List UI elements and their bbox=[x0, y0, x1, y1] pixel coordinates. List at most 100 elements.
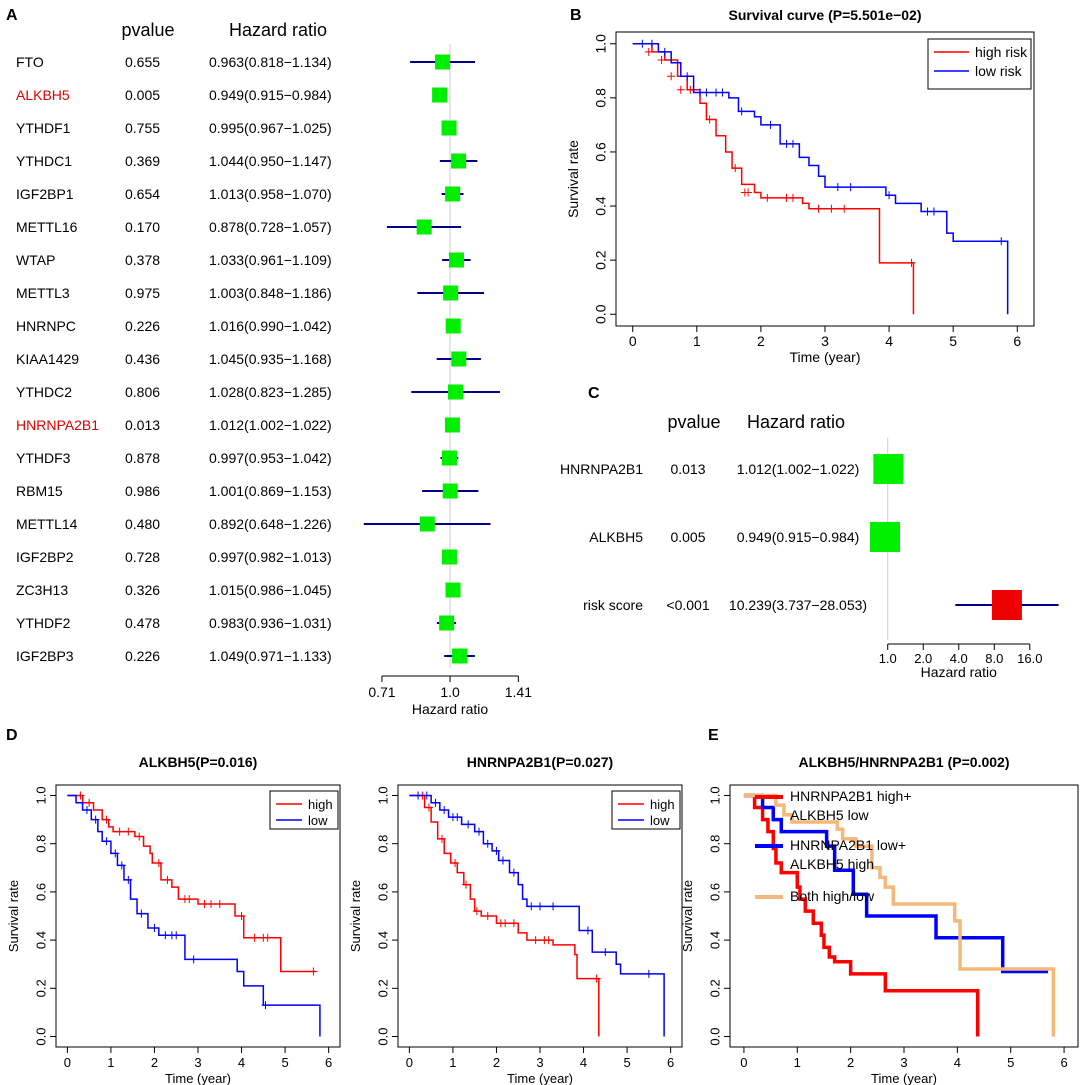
panel-a-hr-box bbox=[416, 219, 432, 235]
panel-a-pvalue: 0.378 bbox=[125, 252, 160, 268]
chart-d1-x-axis-title: Time (year) bbox=[165, 1071, 231, 1085]
chart-d1-censor-mark bbox=[76, 791, 85, 800]
panel-a-hr-text: 1.003(0.848−1.186) bbox=[209, 285, 332, 301]
panel-a-hr-box bbox=[441, 549, 457, 565]
chart-d2-x-tick-label: 1 bbox=[449, 1055, 456, 1070]
panel-c-letter: C bbox=[588, 385, 600, 402]
chart-d2-x-axis-title: Time (year) bbox=[507, 1071, 573, 1085]
panel-a-hr-box bbox=[439, 615, 455, 631]
chart-b-y-axis-title: Survival rate bbox=[565, 140, 581, 218]
panel-a-pvalue: 0.005 bbox=[125, 87, 160, 103]
panel-a-gene-label: WTAP bbox=[16, 252, 55, 268]
chart-e-x-tick-label: 6 bbox=[1060, 1055, 1067, 1070]
chart-d1-censor-mark bbox=[91, 815, 100, 824]
chart-d1-y-tick-label: 0.4 bbox=[33, 931, 48, 949]
panel-e-letter: E bbox=[708, 727, 719, 744]
chart-d2-censor-mark bbox=[464, 820, 473, 829]
chart-d1-y-axis-title: Survival rate bbox=[6, 880, 21, 952]
chart-d1-series-line bbox=[67, 794, 321, 1037]
chart-b-censor-mark bbox=[705, 115, 714, 124]
chart-b-censor-mark bbox=[763, 193, 772, 202]
panel-a-hr-text: 0.983(0.936−1.031) bbox=[209, 615, 332, 631]
chart-d2-legend-label: low bbox=[650, 813, 670, 828]
panel-a-gene-label: YTHDC2 bbox=[16, 384, 72, 400]
chart-b-series-line bbox=[632, 43, 915, 315]
chart-d2-censor-mark bbox=[431, 798, 440, 807]
chart-b-legend-label: high risk bbox=[975, 44, 1028, 60]
panel-a-hr-text: 1.012(1.002−1.022) bbox=[209, 417, 332, 433]
panel-a-hr-text: 1.028(0.823−1.285) bbox=[209, 384, 332, 400]
panel-a-hr-box bbox=[443, 285, 459, 301]
panel-a-hr-text: 1.033(0.961−1.109) bbox=[209, 252, 332, 268]
panel-a-hr-text: 1.044(0.950−1.147) bbox=[209, 153, 332, 169]
chart-d1-censor-mark bbox=[137, 909, 146, 918]
panel-a-hr-box bbox=[445, 186, 461, 202]
panel-a-hr-text: 1.015(0.986−1.045) bbox=[209, 582, 332, 598]
panel-a-gene-label: METTL14 bbox=[16, 516, 78, 532]
chart-d1-x-tick-label: 5 bbox=[281, 1055, 288, 1070]
chart-b-x-tick-label: 2 bbox=[757, 333, 765, 349]
panel-a-pvalue: 0.436 bbox=[125, 351, 160, 367]
panel-a-gene-label: METTL3 bbox=[16, 285, 70, 301]
chart-d2-x-tick-label: 6 bbox=[667, 1055, 674, 1070]
chart-e-legend-label-line: ALKBH5 low bbox=[790, 807, 869, 823]
chart-e-y-tick-label: 0.8 bbox=[707, 835, 722, 853]
panel-a-pvalue: 0.728 bbox=[125, 549, 160, 565]
panel-a-hr-box bbox=[444, 417, 460, 433]
chart-b-censor-mark bbox=[676, 85, 685, 94]
chart-e-title: ALKBH5/HNRNPA2B1 (P=0.002) bbox=[799, 754, 1010, 770]
chart-b-x-axis-title: Time (year) bbox=[789, 349, 860, 365]
chart-e-y-tick-label: 0.2 bbox=[707, 979, 722, 997]
chart-e-legend-label-line: HNRNPA2B1 high+ bbox=[790, 788, 912, 804]
chart-e-y-tick-label: 1.0 bbox=[707, 786, 722, 804]
panel-a-pvalue: 0.654 bbox=[125, 186, 160, 202]
chart-d2-x-tick-label: 4 bbox=[580, 1055, 587, 1070]
chart-d1-title: ALKBH5(P=0.016) bbox=[139, 754, 258, 770]
chart-d1-censor-mark bbox=[309, 967, 318, 976]
chart-d2-censor-mark bbox=[492, 846, 501, 855]
chart-e-x-tick-label: 1 bbox=[794, 1055, 801, 1070]
panel-a-pvalue: 0.986 bbox=[125, 483, 160, 499]
panel-b-survival-curve: B Survival curve (P=5.501e−02) 0 1 2 3 4 5 6 0.0… bbox=[565, 7, 1035, 365]
chart-e-y-axis-title: Survival rate bbox=[680, 880, 695, 952]
chart-d2-censor-mark bbox=[451, 858, 460, 867]
chart-e-legend-label-line: Both high/low bbox=[790, 888, 875, 904]
chart-d2-censor-mark bbox=[501, 919, 510, 928]
chart-d2-x-tick-label: 0 bbox=[406, 1055, 413, 1070]
chart-b-x-tick-label: 6 bbox=[1013, 333, 1021, 349]
chart-e-series-line bbox=[743, 793, 1056, 1037]
chart-b-y-tick-label: 0.6 bbox=[593, 142, 609, 162]
panel-a-hr-text: 0.892(0.648−1.226) bbox=[209, 516, 332, 532]
chart-d2-censor-mark bbox=[453, 813, 462, 822]
chart-d2-y-tick-label: 0.2 bbox=[375, 979, 390, 997]
chart-d2-censor-mark bbox=[536, 902, 544, 911]
panel-a-hr-text: 0.995(0.967−1.025) bbox=[209, 120, 332, 136]
chart-d1-x-tick-label: 4 bbox=[238, 1055, 245, 1070]
chart-b-x-tick-label: 3 bbox=[821, 333, 829, 349]
panel-a-gene-label: FTO bbox=[16, 54, 44, 70]
chart-e-legend-label: HNRNPA2B1 low+ ALKBH5 high bbox=[790, 837, 906, 872]
panel-a-hr-text: 1.016(0.990−1.042) bbox=[209, 318, 332, 334]
panel-a-hr-text: 1.013(0.958−1.070) bbox=[209, 186, 332, 202]
chart-b-censor-mark bbox=[846, 183, 855, 192]
chart-d2-legend-label: high bbox=[650, 797, 675, 812]
chart-d2-x-tick-label: 2 bbox=[493, 1055, 500, 1070]
chart-e-x-tick-label: 3 bbox=[900, 1055, 907, 1070]
panel-a-pvalue: 0.170 bbox=[125, 219, 160, 235]
chart-b-censor-mark bbox=[840, 204, 849, 213]
panel-a-hr-text: 1.049(0.971−1.133) bbox=[209, 648, 332, 664]
chart-d2-censor-mark bbox=[583, 926, 592, 935]
panel-a-pvalue: 0.480 bbox=[125, 516, 160, 532]
chart-d1-censor-mark bbox=[215, 899, 224, 908]
panel-a-pvalue: 0.878 bbox=[125, 450, 160, 466]
panel-a-gene-label: RBM15 bbox=[16, 483, 63, 499]
panel-c-row-label: HNRNPA2B1 bbox=[560, 461, 643, 477]
chart-b-censor-mark bbox=[929, 207, 938, 216]
panel-c-x-tick-label: 1.0 bbox=[879, 651, 897, 666]
chart-d2-title: HNRNPA2B1(P=0.027) bbox=[467, 754, 613, 770]
panel-c-pvalue: 0.005 bbox=[670, 529, 705, 545]
chart-d2-legend-box bbox=[611, 790, 681, 830]
chart-d1-x-tick-label: 2 bbox=[151, 1055, 158, 1070]
chart-b-censor-mark bbox=[660, 47, 669, 56]
chart-b-censor-mark bbox=[638, 39, 647, 48]
